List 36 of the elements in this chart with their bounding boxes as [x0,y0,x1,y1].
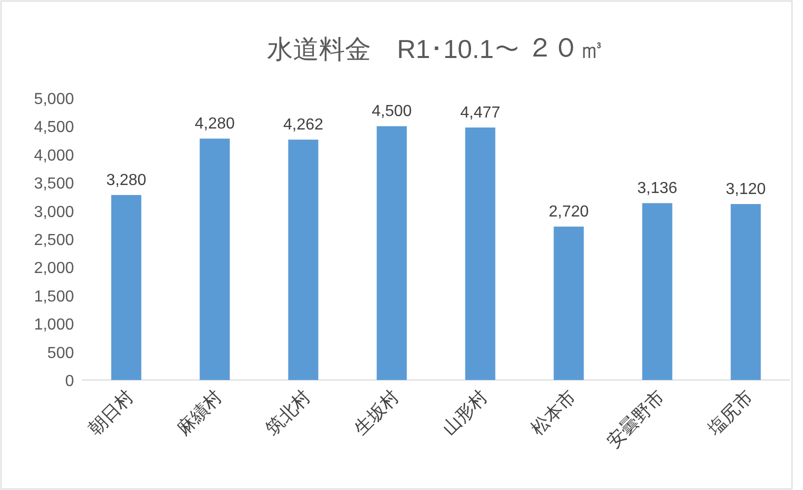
data-label: 4,477 [460,104,500,122]
y-tick-label: 3,500 [34,176,74,193]
data-label: 3,136 [637,180,678,198]
x-tick-label: 朝日村 [84,386,138,440]
y-tick-label: 0 [65,373,74,390]
bar [642,203,672,380]
x-tick-label: 塩尻市 [704,386,757,440]
y-tick-label: 4,500 [34,119,74,136]
data-label: 4,262 [283,116,324,134]
y-tick-label: 3,000 [34,204,74,221]
y-tick-label: 1,000 [34,316,74,334]
x-tick-label: 筑北村 [262,386,314,440]
y-tick-label: 2,000 [34,260,74,278]
x-tick-label: 山形村 [438,386,492,440]
x-tick-label: 生坂村 [350,386,403,440]
y-tick-label: 1,500 [34,288,74,306]
bar [465,127,496,380]
bar [200,138,230,380]
y-tick-label: 2,500 [34,232,74,249]
x-tick-label: 安曇野市 [603,386,668,452]
x-tick-label: 松本市 [527,386,580,440]
bar [730,204,761,380]
data-label: 2,720 [548,204,589,221]
y-tick-label: 4,000 [34,147,74,164]
y-tick-label: 500 [47,344,74,362]
data-label: 4,280 [194,116,235,133]
bar [554,226,584,380]
bar [288,140,318,380]
x-tick-label: 麻績村 [173,386,226,440]
y-tick-label: 5,000 [34,91,74,108]
data-label: 3,120 [726,181,766,198]
chart-title: 水道料金 R1･10.1～ ２０㎥ [266,34,606,64]
data-label: 4,500 [372,103,412,120]
bar [376,126,407,380]
data-label: 3,280 [106,172,146,190]
bar [111,195,142,380]
